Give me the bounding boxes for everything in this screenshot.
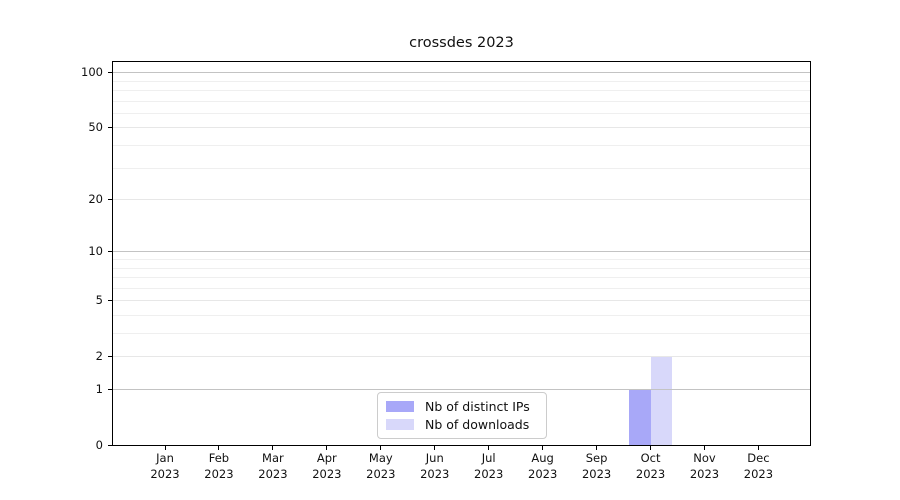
gridline	[113, 145, 810, 147]
y-tick-label: 0	[95, 438, 103, 452]
gridline	[113, 100, 810, 102]
gridline	[113, 199, 810, 201]
legend-swatch	[386, 401, 414, 412]
gridline	[113, 277, 810, 279]
x-tick	[434, 446, 436, 450]
y-tick	[108, 126, 113, 128]
x-tick-label: Apr 2023	[312, 451, 342, 481]
y-tick-label: 50	[88, 120, 103, 135]
x-tick	[218, 446, 220, 450]
legend-item: Nb of downloads	[386, 417, 538, 432]
x-tick-label: Aug 2023	[528, 451, 558, 481]
gridline	[113, 72, 810, 74]
x-tick	[542, 446, 544, 450]
x-tick-label: Nov 2023	[689, 451, 720, 481]
y-tick	[108, 444, 113, 446]
x-tick-label: May 2023	[366, 451, 396, 481]
x-tick-label: Jan 2023	[150, 451, 180, 481]
gridline	[113, 90, 810, 92]
bar-distinct-ips	[628, 389, 651, 445]
x-tick-label: Oct 2023	[635, 451, 666, 481]
legend-label: Nb of distinct IPs	[425, 399, 530, 414]
x-tick	[596, 446, 598, 450]
gridline	[113, 251, 810, 253]
y-tick-label: 5	[95, 293, 103, 308]
gridline	[113, 80, 810, 82]
x-tick-label: Jul 2023	[474, 451, 504, 481]
x-tick-label: Sep 2023	[581, 451, 612, 481]
gridline	[113, 112, 810, 114]
gridline	[113, 267, 810, 269]
y-tick	[108, 198, 113, 200]
x-tick	[164, 446, 166, 450]
gridline	[113, 314, 810, 316]
gridline	[113, 356, 810, 358]
plot-area	[112, 61, 811, 446]
gridline	[113, 167, 810, 169]
legend-label: Nb of downloads	[425, 417, 530, 432]
legend-item: Nb of distinct IPs	[386, 399, 538, 414]
gridline	[113, 287, 810, 289]
gridline	[113, 127, 810, 129]
x-tick	[272, 446, 274, 450]
x-tick-label: Feb 2023	[204, 451, 234, 481]
y-tick	[108, 355, 113, 357]
y-tick-label: 100	[81, 65, 103, 80]
y-tick	[108, 388, 113, 390]
gridline	[113, 259, 810, 260]
gridline	[113, 389, 810, 390]
y-tick-label: 1	[95, 382, 103, 396]
y-tick	[108, 71, 113, 73]
x-tick	[650, 446, 652, 450]
y-tick-label: 10	[88, 244, 103, 259]
x-tick-label: Jun 2023	[420, 451, 450, 481]
legend: Nb of distinct IPs Nb of downloads	[377, 392, 547, 439]
x-tick	[380, 446, 382, 450]
x-tick	[704, 446, 705, 450]
y-tick-label: 2	[95, 349, 103, 364]
y-tick	[108, 250, 113, 252]
x-tick	[326, 446, 328, 450]
y-tick	[108, 299, 113, 301]
legend-swatch	[386, 419, 414, 430]
gridline	[113, 333, 810, 335]
x-tick	[757, 446, 759, 450]
x-tick-label: Mar 2023	[258, 451, 288, 481]
x-tick-label: Dec 2023	[743, 451, 774, 481]
y-tick-label: 20	[88, 192, 103, 207]
bar-downloads	[650, 356, 673, 445]
gridline	[113, 300, 810, 302]
chart-title: crossdes 2023	[409, 35, 514, 51]
x-tick	[488, 446, 490, 450]
